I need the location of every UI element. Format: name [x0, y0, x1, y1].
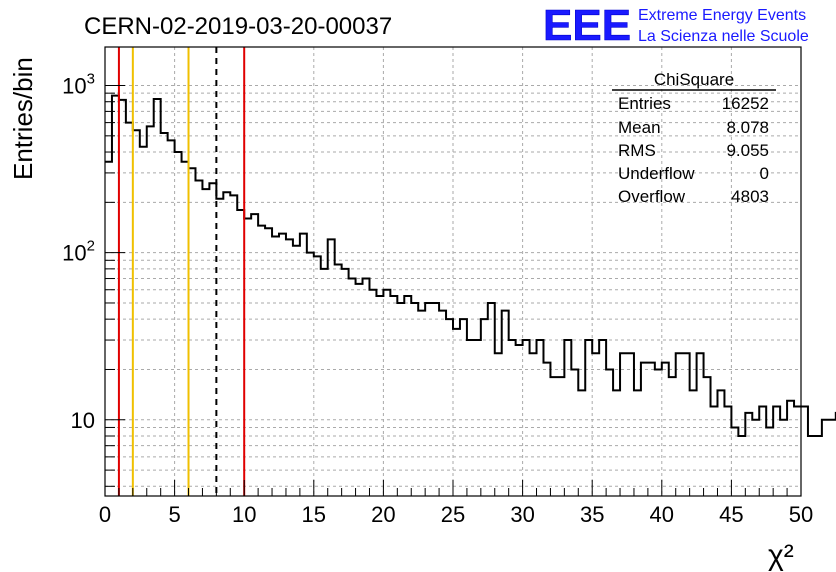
- y-tick-label: 103: [62, 71, 95, 99]
- stats-label-underflow: Underflow: [618, 164, 695, 183]
- logo-line2: La Scienza nelle Scuole: [638, 28, 809, 45]
- x-tick-label: 15: [302, 502, 326, 527]
- stats-value-entries: 16252: [722, 94, 769, 113]
- y-tick-label: 102: [62, 238, 95, 266]
- stats-box: ChiSquare Entries 16252 Mean 8.078 RMS 9…: [612, 70, 776, 206]
- grid-layer: [105, 47, 801, 496]
- x-tick-label: 30: [510, 502, 534, 527]
- x-tick-label: 35: [580, 502, 604, 527]
- stats-label-entries: Entries: [618, 94, 671, 113]
- stats-label-overflow: Overflow: [618, 187, 686, 206]
- x-tick-label: 50: [789, 502, 813, 527]
- stats-value-underflow: 0: [760, 164, 769, 183]
- histogram-outline: [105, 94, 836, 437]
- x-tick-label: 45: [719, 502, 743, 527]
- eee-logo: EEE Extreme Energy Events La Scienza nel…: [543, 1, 809, 51]
- chart-title: CERN-02-2019-03-20-00037: [84, 13, 392, 40]
- reference-lines-layer: [117, 47, 246, 496]
- x-tick-label: 5: [168, 502, 180, 527]
- histogram-layer: [105, 94, 836, 437]
- x-tick-label: 20: [371, 502, 395, 527]
- x-tick-label: 0: [99, 502, 111, 527]
- y-tick-label: 10: [71, 408, 95, 433]
- y-axis-label: Entries/bin: [8, 57, 38, 180]
- x-axis-label: χ²: [768, 539, 794, 572]
- stats-label-rms: RMS: [618, 141, 656, 160]
- tick-layer: [104, 85, 802, 496]
- stats-value-mean: 8.078: [726, 118, 769, 137]
- logo-letters: EEE: [543, 1, 631, 50]
- tick-label-layer: 0 5 10 15 20 25 30 35 40 45 50 10 102 103: [62, 71, 813, 527]
- x-tick-label: 10: [232, 502, 256, 527]
- x-tick-label: 25: [441, 502, 465, 527]
- logo-line1: Extreme Energy Events: [638, 7, 806, 24]
- stats-title: ChiSquare: [654, 70, 734, 89]
- stats-value-rms: 9.055: [726, 141, 769, 160]
- stats-value-overflow: 4803: [731, 187, 769, 206]
- stats-label-mean: Mean: [618, 118, 661, 137]
- x-tick-label: 40: [650, 502, 674, 527]
